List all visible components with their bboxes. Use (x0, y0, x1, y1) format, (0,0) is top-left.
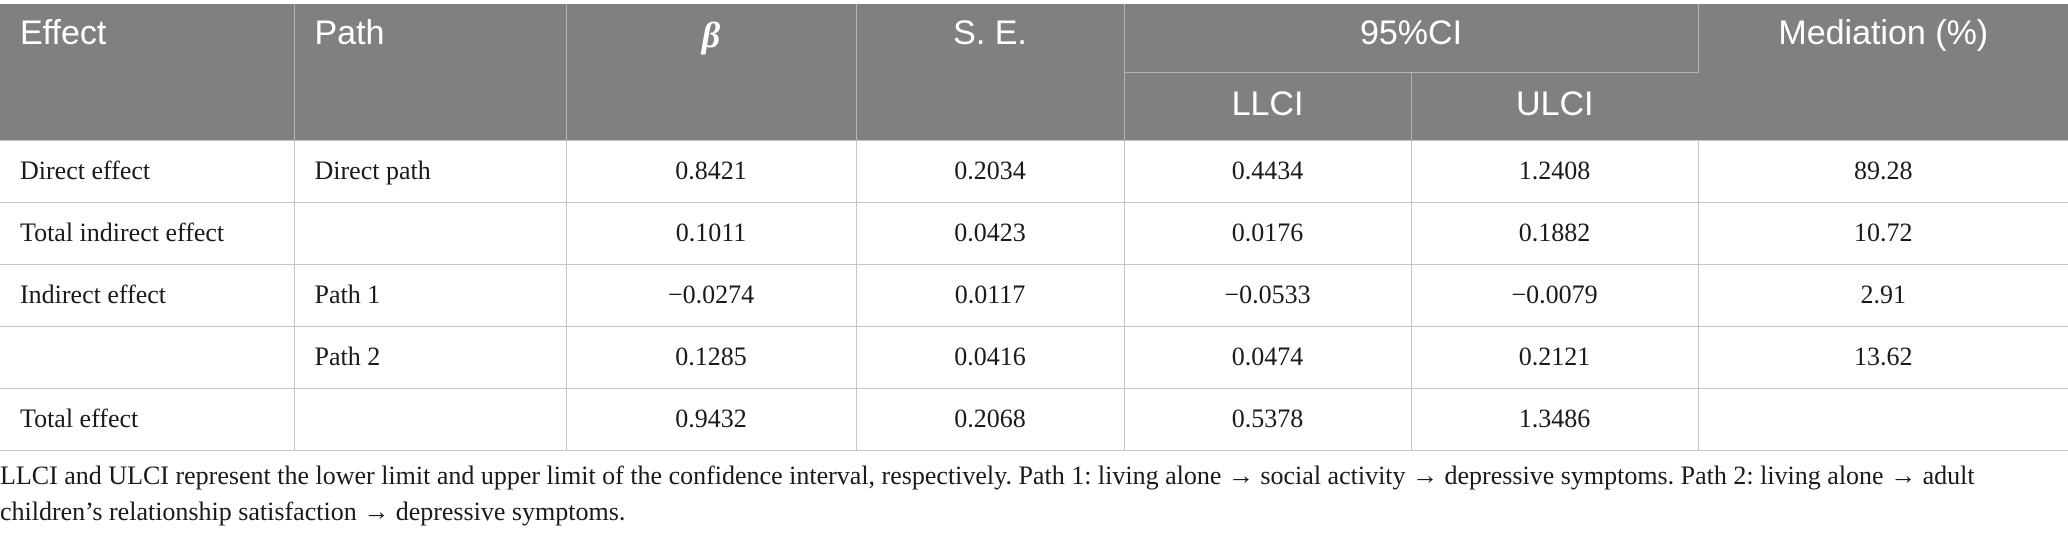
cell-path: Direct path (293, 139, 567, 203)
cell-beta: 0.8421 (565, 139, 857, 203)
header-ulci: ULCI (1411, 71, 1698, 140)
cell-mediation: 89.28 (1697, 139, 2068, 203)
cell-ulci: 1.3486 (1410, 387, 1699, 451)
cell-se: 0.2068 (855, 387, 1125, 451)
table-row: Total effect 0.9432 0.2068 0.5378 1.3486 (0, 387, 2068, 451)
cell-beta: 0.1285 (565, 325, 857, 389)
cell-ulci: 0.2121 (1410, 325, 1699, 389)
table-body: Direct effect Direct path 0.8421 0.2034 … (0, 139, 2068, 451)
cell-llci: 0.0176 (1123, 201, 1412, 265)
header-mediation: Mediation (%) (1698, 4, 2068, 140)
cell-effect (0, 325, 295, 389)
cell-ulci: 0.1882 (1410, 201, 1699, 265)
header-beta: β (566, 4, 857, 140)
table-footnote: LLCI and ULCI represent the lower limit … (0, 461, 1975, 526)
cell-effect: Total indirect effect (0, 201, 295, 265)
header-llci: LLCI (1124, 71, 1412, 140)
header-se: S. E. (856, 4, 1125, 140)
cell-effect: Direct effect (0, 139, 295, 203)
cell-se: 0.0423 (855, 201, 1125, 265)
cell-path: Path 1 (293, 263, 567, 327)
cell-llci: 0.4434 (1123, 139, 1412, 203)
cell-se: 0.0416 (855, 325, 1125, 389)
header-path: Path (294, 4, 567, 140)
cell-mediation (1697, 387, 2068, 451)
cell-mediation: 10.72 (1697, 201, 2068, 265)
cell-se: 0.0117 (855, 263, 1125, 327)
table-row: Total indirect effect 0.1011 0.0423 0.01… (0, 201, 2068, 265)
cell-beta: −0.0274 (565, 263, 857, 327)
cell-effect: Total effect (0, 387, 295, 451)
cell-mediation: 13.62 (1697, 325, 2068, 389)
cell-llci: 0.5378 (1123, 387, 1412, 451)
mediation-table: Effect Path β S. E. 95%CI Mediation (%) … (0, 4, 2068, 451)
cell-se: 0.2034 (855, 139, 1125, 203)
cell-effect: Indirect effect (0, 263, 295, 327)
header-95ci: 95%CI (1124, 4, 1699, 72)
table-row: Indirect effect Path 1 −0.0274 0.0117 −0… (0, 263, 2068, 327)
table-row: Path 2 0.1285 0.0416 0.0474 0.2121 13.62 (0, 325, 2068, 389)
cell-beta: 0.9432 (565, 387, 857, 451)
cell-mediation: 2.91 (1697, 263, 2068, 327)
cell-path (293, 201, 567, 265)
table-row: Direct effect Direct path 0.8421 0.2034 … (0, 139, 2068, 203)
cell-llci: 0.0474 (1123, 325, 1412, 389)
cell-path: Path 2 (293, 325, 567, 389)
cell-llci: −0.0533 (1123, 263, 1412, 327)
header-effect: Effect (0, 4, 295, 140)
cell-path (293, 387, 567, 451)
cell-ulci: 1.2408 (1410, 139, 1699, 203)
table-header: Effect Path β S. E. 95%CI Mediation (%) … (0, 4, 2068, 140)
cell-beta: 0.1011 (565, 201, 857, 265)
cell-ulci: −0.0079 (1410, 263, 1699, 327)
